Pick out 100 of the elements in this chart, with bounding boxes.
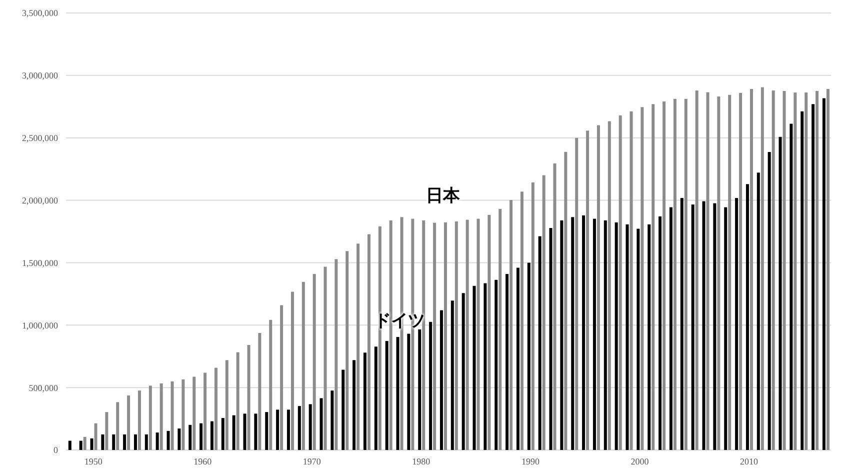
bar xyxy=(804,92,808,450)
y-tick-label: 500,000 xyxy=(28,382,58,393)
bar xyxy=(462,293,465,450)
bar xyxy=(298,406,301,450)
bar xyxy=(236,352,240,450)
bar xyxy=(221,418,224,450)
bar xyxy=(312,274,316,450)
bar xyxy=(575,138,578,450)
bar xyxy=(83,436,86,450)
bar xyxy=(466,220,469,450)
bar xyxy=(334,259,338,450)
bar xyxy=(352,360,356,450)
y-tick-label: 0 xyxy=(54,445,58,456)
bar xyxy=(750,89,753,450)
bar xyxy=(728,94,732,450)
bar xyxy=(225,360,228,450)
bar xyxy=(286,410,290,450)
bar xyxy=(389,220,392,450)
bar xyxy=(746,184,749,450)
bar xyxy=(735,198,738,450)
bar xyxy=(94,423,98,450)
bar xyxy=(669,207,672,450)
x-tick-label: 1970 xyxy=(302,456,322,466)
bar xyxy=(308,404,312,450)
bar xyxy=(374,346,378,450)
bar xyxy=(385,341,388,450)
bar xyxy=(356,244,360,450)
x-tick-label: 1980 xyxy=(412,456,431,466)
bar xyxy=(498,208,502,450)
bar xyxy=(662,102,666,450)
bar xyxy=(258,333,262,450)
bar xyxy=(378,226,382,450)
bar xyxy=(782,91,786,450)
bar xyxy=(488,214,491,450)
x-tick-label: 2010 xyxy=(740,456,759,466)
bar xyxy=(778,136,782,450)
bar xyxy=(756,172,760,450)
bar xyxy=(200,423,203,450)
bar xyxy=(254,414,258,450)
bar xyxy=(531,182,534,450)
bar xyxy=(713,203,716,450)
bar xyxy=(626,224,629,450)
bar xyxy=(134,434,137,450)
bar xyxy=(538,236,542,450)
bar xyxy=(586,130,590,450)
bar xyxy=(760,87,764,450)
bar xyxy=(794,92,797,450)
bar xyxy=(346,251,349,450)
bar xyxy=(204,372,207,450)
bar xyxy=(144,434,148,450)
bar xyxy=(156,432,159,450)
bar xyxy=(188,424,192,450)
bar xyxy=(724,207,728,450)
bar xyxy=(418,329,422,450)
bar xyxy=(604,220,607,450)
bar xyxy=(148,386,152,450)
bar xyxy=(790,124,793,450)
bar xyxy=(684,98,688,450)
y-tick-label: 2,500,000 xyxy=(22,133,58,144)
bar xyxy=(247,344,250,450)
bar xyxy=(691,204,694,450)
bar xyxy=(506,274,509,450)
bar xyxy=(658,216,662,450)
bar xyxy=(182,379,185,450)
bar xyxy=(560,220,564,450)
bar xyxy=(630,111,633,450)
bar xyxy=(342,370,345,450)
bar xyxy=(614,222,618,450)
bar xyxy=(214,368,218,450)
bar xyxy=(592,218,596,450)
y-tick-label: 3,500,000 xyxy=(22,8,58,18)
bar xyxy=(444,222,447,450)
bar xyxy=(510,200,513,450)
bar xyxy=(571,217,574,450)
bar xyxy=(494,280,498,450)
bar xyxy=(564,152,568,450)
bar xyxy=(210,421,214,450)
bar xyxy=(542,175,546,450)
bar xyxy=(166,430,170,450)
bar xyxy=(105,412,108,450)
bar xyxy=(596,125,600,450)
bar xyxy=(422,220,426,450)
bar xyxy=(816,91,819,450)
bar xyxy=(127,395,130,450)
bar xyxy=(440,310,443,450)
bar xyxy=(648,224,651,450)
bar xyxy=(112,434,116,450)
bar xyxy=(450,300,454,450)
y-tick-label: 1,000,000 xyxy=(22,320,58,330)
bar xyxy=(652,104,655,450)
bar xyxy=(290,292,294,450)
bar xyxy=(739,92,742,450)
bar xyxy=(826,89,830,450)
bar xyxy=(520,192,524,450)
y-tick-label: 2,000,000 xyxy=(22,195,58,206)
bar xyxy=(484,283,487,450)
bar xyxy=(822,98,826,450)
bar xyxy=(706,92,710,450)
bar xyxy=(702,201,706,450)
bar xyxy=(636,228,640,450)
